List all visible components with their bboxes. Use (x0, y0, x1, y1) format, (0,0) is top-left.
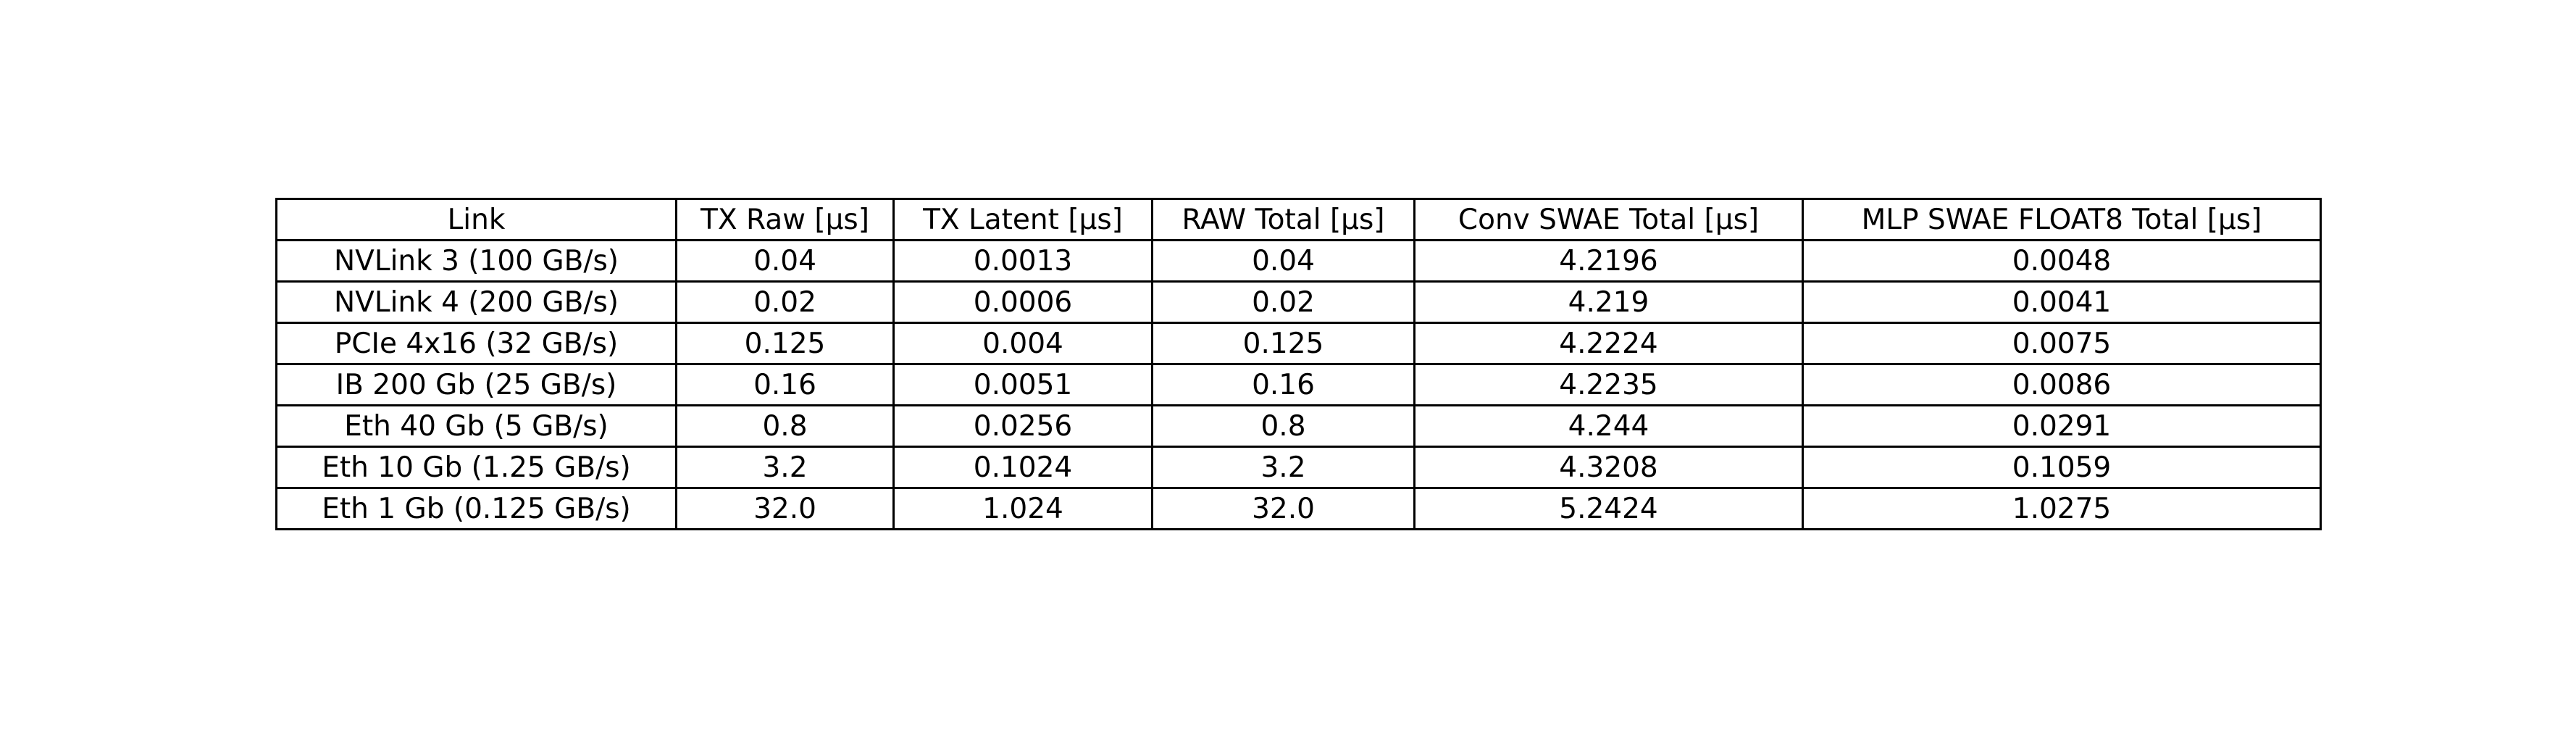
results-table: Link TX Raw [µs] TX Latent [µs] RAW Tota… (275, 198, 2322, 530)
cell-raw-total: 0.16 (1151, 363, 1415, 406)
column-header-mlp-swae-float8-total: MLP SWAE FLOAT8 Total [µs] (1802, 198, 2322, 241)
cell-raw-total: 0.8 (1151, 404, 1415, 448)
table-row: Eth 10 Gb (1.25 GB/s) 3.2 0.1024 3.2 4.3… (275, 446, 2322, 489)
column-header-raw-total: RAW Total [µs] (1151, 198, 1415, 241)
table-row: NVLink 4 (200 GB/s) 0.02 0.0006 0.02 4.2… (275, 280, 2322, 324)
cell-conv-swae-total: 4.3208 (1413, 446, 1804, 489)
cell-link: IB 200 Gb (25 GB/s) (275, 363, 677, 406)
cell-tx-latent: 0.0051 (892, 363, 1153, 406)
cell-tx-raw: 0.04 (675, 239, 895, 283)
table-row: Eth 40 Gb (5 GB/s) 0.8 0.0256 0.8 4.244 … (275, 404, 2322, 448)
cell-tx-latent: 1.024 (892, 487, 1153, 530)
table-row: IB 200 Gb (25 GB/s) 0.16 0.0051 0.16 4.2… (275, 363, 2322, 406)
column-header-tx-latent: TX Latent [µs] (892, 198, 1153, 241)
cell-tx-latent: 0.0013 (892, 239, 1153, 283)
cell-tx-latent: 0.0256 (892, 404, 1153, 448)
cell-conv-swae-total: 5.2424 (1413, 487, 1804, 530)
cell-raw-total: 0.02 (1151, 280, 1415, 324)
cell-raw-total: 3.2 (1151, 446, 1415, 489)
cell-raw-total: 0.04 (1151, 239, 1415, 283)
cell-conv-swae-total: 4.2196 (1413, 239, 1804, 283)
cell-mlp-swae-float8-total: 0.0048 (1802, 239, 2322, 283)
cell-raw-total: 0.125 (1151, 322, 1415, 365)
table-row: Eth 1 Gb (0.125 GB/s) 32.0 1.024 32.0 5.… (275, 487, 2322, 530)
cell-mlp-swae-float8-total: 0.0291 (1802, 404, 2322, 448)
cell-link: NVLink 3 (100 GB/s) (275, 239, 677, 283)
cell-tx-raw: 0.02 (675, 280, 895, 324)
cell-mlp-swae-float8-total: 0.0086 (1802, 363, 2322, 406)
cell-mlp-swae-float8-total: 0.0075 (1802, 322, 2322, 365)
cell-link: Eth 40 Gb (5 GB/s) (275, 404, 677, 448)
cell-link: PCIe 4x16 (32 GB/s) (275, 322, 677, 365)
cell-tx-raw: 0.16 (675, 363, 895, 406)
cell-tx-latent: 0.004 (892, 322, 1153, 365)
cell-raw-total: 32.0 (1151, 487, 1415, 530)
table-row: PCIe 4x16 (32 GB/s) 0.125 0.004 0.125 4.… (275, 322, 2322, 365)
cell-tx-raw: 3.2 (675, 446, 895, 489)
column-header-tx-raw: TX Raw [µs] (675, 198, 895, 241)
results-table-container: Link TX Raw [µs] TX Latent [µs] RAW Tota… (275, 198, 2322, 530)
cell-tx-raw: 0.8 (675, 404, 895, 448)
table-row: NVLink 3 (100 GB/s) 0.04 0.0013 0.04 4.2… (275, 239, 2322, 283)
column-header-conv-swae-total: Conv SWAE Total [µs] (1413, 198, 1804, 241)
cell-tx-latent: 0.1024 (892, 446, 1153, 489)
cell-link: Eth 10 Gb (1.25 GB/s) (275, 446, 677, 489)
cell-tx-raw: 0.125 (675, 322, 895, 365)
column-header-link: Link (275, 198, 677, 241)
cell-conv-swae-total: 4.2224 (1413, 322, 1804, 365)
cell-conv-swae-total: 4.2235 (1413, 363, 1804, 406)
cell-tx-latent: 0.0006 (892, 280, 1153, 324)
header-row: Link TX Raw [µs] TX Latent [µs] RAW Tota… (275, 198, 2322, 241)
cell-tx-raw: 32.0 (675, 487, 895, 530)
cell-mlp-swae-float8-total: 0.1059 (1802, 446, 2322, 489)
cell-conv-swae-total: 4.244 (1413, 404, 1804, 448)
cell-link: NVLink 4 (200 GB/s) (275, 280, 677, 324)
cell-link: Eth 1 Gb (0.125 GB/s) (275, 487, 677, 530)
cell-conv-swae-total: 4.219 (1413, 280, 1804, 324)
cell-mlp-swae-float8-total: 0.0041 (1802, 280, 2322, 324)
cell-mlp-swae-float8-total: 1.0275 (1802, 487, 2322, 530)
